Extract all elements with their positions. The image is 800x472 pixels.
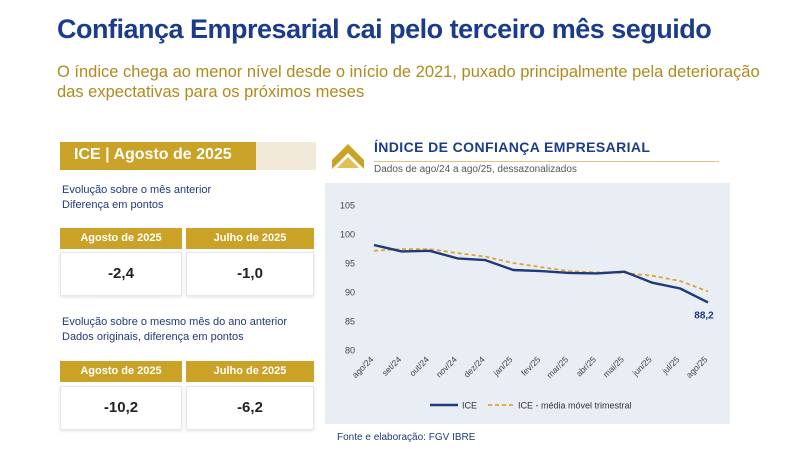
y-tick-label: 90 <box>345 288 355 298</box>
y-tick-label: 105 <box>340 201 355 211</box>
section2-col2-header: Julho de 2025 <box>186 361 314 382</box>
ice-tab-fill <box>60 142 256 170</box>
y-tick-label: 85 <box>345 317 355 327</box>
x-tick-label: jun/25 <box>630 354 654 378</box>
section1-note: Evolução sobre o mês anterior Diferença … <box>62 183 211 213</box>
source-note: Fonte e elaboração: FGV IBRE <box>337 432 476 443</box>
section2-note-line1: Evolução sobre o mesmo mês do ano anteri… <box>62 316 288 328</box>
x-tick-label: fev/25 <box>519 354 543 378</box>
x-tick-label: out/24 <box>407 354 431 378</box>
chart-title: ÍNDICE DE CONFIANÇA EMPRESARIAL <box>374 139 651 155</box>
chevron-logo-icon <box>332 144 364 169</box>
x-tick-label: nov/24 <box>434 354 459 379</box>
section2-note-line2: Dados originais, diferença em pontos <box>62 331 244 343</box>
ice-tab: ICE | Agosto de 2025 <box>60 142 316 170</box>
x-tick-label: mai/25 <box>601 354 626 379</box>
chart-background <box>325 183 730 424</box>
section1-col2-value: -1,0 <box>186 252 314 296</box>
section2-col1-header: Agosto de 2025 <box>60 361 182 382</box>
page-title: Confiança Empresarial cai pelo terceiro … <box>57 14 712 44</box>
chart-title-rule <box>374 161 719 162</box>
ice-series-line <box>373 243 709 304</box>
x-tick-label: abr/25 <box>574 354 598 378</box>
x-tick-label: jul/25 <box>659 354 681 376</box>
legend-moving-average-label: ICE - média móvel trimestral <box>518 401 632 411</box>
section1-note-line2: Diferença em pontos <box>62 199 164 211</box>
ice-moving-average-line <box>373 248 709 293</box>
data-label: 88,2 <box>694 310 714 321</box>
section1-note-line1: Evolução sobre o mês anterior <box>62 184 212 196</box>
y-tick-label: 95 <box>345 259 355 269</box>
section1-col1-header: Agosto de 2025 <box>60 228 182 249</box>
section1-col1-value: -2,4 <box>60 252 182 296</box>
x-tick-label: ago/24 <box>350 354 376 380</box>
y-tick-label: 100 <box>340 230 355 240</box>
x-tick-label: dez/24 <box>462 354 487 379</box>
page-subtitle: O índice chega ao menor nível desde o in… <box>57 63 760 101</box>
x-tick-label: mar/25 <box>544 354 570 380</box>
x-tick-label: set/24 <box>380 354 404 378</box>
legend-ice-label: ICE <box>462 401 477 411</box>
section2-note: Evolução sobre o mesmo mês do ano anteri… <box>62 315 287 345</box>
section2-col1-value: -10,2 <box>60 386 182 430</box>
y-tick-label: 80 <box>345 346 355 356</box>
section2-col2-value: -6,2 <box>186 386 314 430</box>
ice-tab-label: ICE | Agosto de 2025 <box>74 146 232 163</box>
chart-subtitle: Dados de ago/24 a ago/25, dessazonalizad… <box>374 164 577 175</box>
x-tick-label: ago/25 <box>684 354 710 380</box>
section1-col2-header: Julho de 2025 <box>186 228 314 249</box>
x-tick-label: jan/25 <box>490 354 514 378</box>
